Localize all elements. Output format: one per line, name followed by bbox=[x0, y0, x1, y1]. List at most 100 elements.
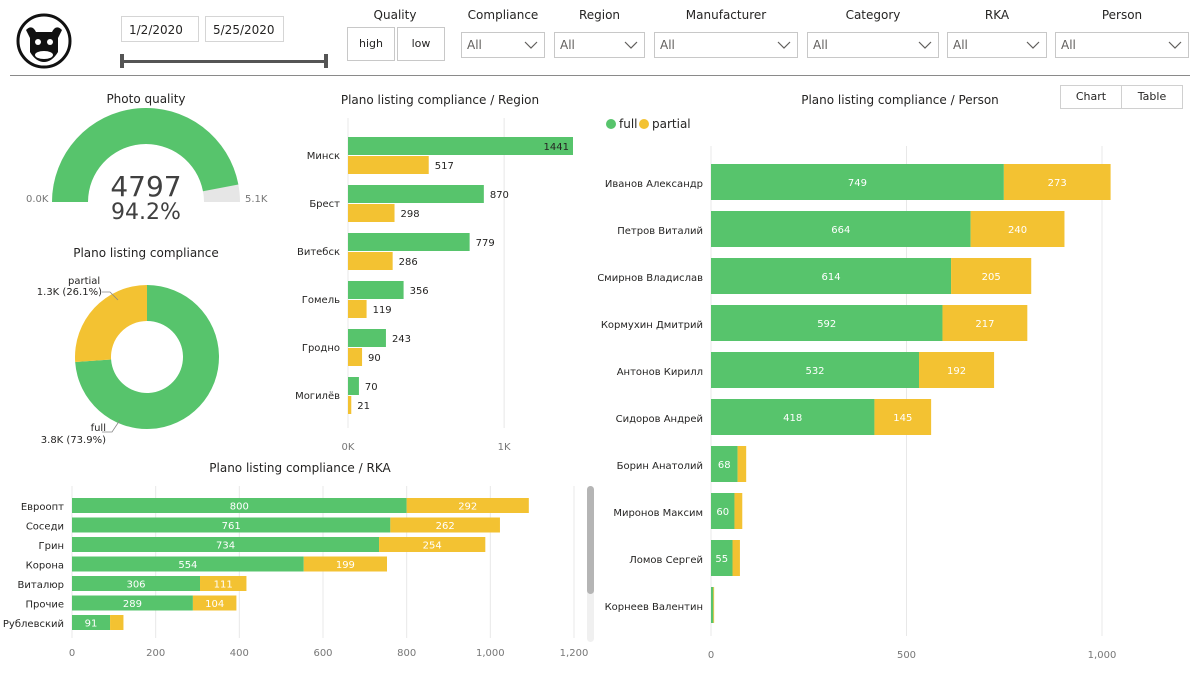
person-chart-title: Plano listing compliance / Person bbox=[801, 93, 999, 107]
manufacturer-dropdown[interactable]: All bbox=[654, 32, 798, 58]
region-chart-title: Plano listing compliance / Region bbox=[341, 93, 539, 107]
logo bbox=[16, 12, 72, 70]
chart-view-button[interactable]: Chart bbox=[1060, 85, 1122, 109]
photo-quality-gauge bbox=[52, 108, 240, 202]
person-bar-full bbox=[711, 352, 920, 388]
donut-full-name: full bbox=[90, 423, 106, 434]
rka-bar-full bbox=[72, 556, 304, 572]
region-bar-partial bbox=[348, 204, 395, 222]
person-category-label: Сидоров Андрей bbox=[616, 414, 703, 425]
person-category-label: Кормухин Дмитрий bbox=[601, 320, 703, 331]
rka-bar-partial bbox=[200, 576, 247, 591]
region-full-value-label: 870 bbox=[490, 190, 509, 201]
person-bar-partial bbox=[919, 352, 995, 388]
date-end-input[interactable]: 5/25/2020 bbox=[205, 16, 284, 42]
region-x-tick-label: 0K bbox=[342, 442, 355, 453]
date-start-input[interactable]: 1/2/2020 bbox=[121, 16, 199, 42]
rka-full-value-label: 554 bbox=[178, 560, 197, 571]
person-full-value-label: 749 bbox=[848, 178, 867, 189]
person-bar-full bbox=[711, 540, 733, 576]
rka-full-value-label: 289 bbox=[123, 599, 142, 610]
region-full-value-label: 356 bbox=[410, 286, 429, 297]
region-dropdown[interactable]: All bbox=[554, 32, 645, 58]
rka-scrollbar-thumb[interactable] bbox=[587, 486, 594, 594]
rka-category-label: Виталюр bbox=[18, 580, 64, 591]
rka-bar-partial bbox=[379, 537, 486, 552]
rka-partial-value-label: 262 bbox=[436, 521, 455, 532]
rka-scrollbar[interactable] bbox=[587, 486, 594, 642]
donut-partial-label: 1.3K (26.1%) bbox=[36, 287, 102, 298]
gauge-percent: 94.2% bbox=[111, 200, 181, 225]
region-full-value-label: 243 bbox=[392, 334, 411, 345]
region-full-value-label: 70 bbox=[365, 382, 378, 393]
header-divider bbox=[10, 75, 1190, 76]
table-view-button[interactable]: Table bbox=[1121, 85, 1183, 109]
region-bar-full bbox=[348, 185, 484, 203]
person-partial-value-label: 240 bbox=[1008, 225, 1027, 236]
rka-dropdown[interactable]: All bbox=[947, 32, 1047, 58]
person-bar-full bbox=[711, 258, 952, 294]
chevron-down-icon bbox=[777, 41, 791, 49]
person-full-value-label: 664 bbox=[831, 225, 850, 236]
person-category-label: Борин Анатолий bbox=[617, 461, 703, 472]
person-bar-partial bbox=[1003, 164, 1111, 200]
region-category-label: Могилёв bbox=[295, 391, 340, 402]
person-bar-partial bbox=[713, 587, 715, 623]
slider-end-handle[interactable] bbox=[324, 54, 328, 68]
quality-low-button[interactable]: low bbox=[397, 27, 445, 61]
rka-category-label: Прочие bbox=[25, 600, 64, 611]
person-bar-partial bbox=[737, 446, 747, 482]
rka-partial-value-label: 111 bbox=[214, 580, 233, 591]
compliance-dropdown[interactable]: All bbox=[461, 32, 545, 58]
chevron-down-icon bbox=[624, 41, 638, 49]
region-bar-partial bbox=[348, 348, 363, 366]
person-category-label: Иванов Александр bbox=[605, 179, 703, 190]
chevron-down-icon bbox=[1026, 41, 1040, 49]
rka-partial-value-label: 292 bbox=[458, 502, 477, 513]
person-x-tick-label: 0 bbox=[708, 650, 714, 661]
rka-x-tick-label: 0 bbox=[69, 648, 75, 659]
rka-full-value-label: 306 bbox=[126, 580, 145, 591]
rka-x-tick-label: 400 bbox=[230, 648, 249, 659]
person-full-value-label: 68 bbox=[718, 460, 731, 471]
slider-start-handle[interactable] bbox=[120, 54, 124, 68]
rka-category-label: Грин bbox=[39, 541, 64, 552]
region-bar-partial bbox=[348, 396, 352, 414]
person-dropdown[interactable]: All bbox=[1055, 32, 1189, 58]
rka-chart: Plano listing compliance / RKA 0 200 400 600… bbox=[3, 461, 588, 659]
person-full-value-label: 55 bbox=[715, 554, 728, 565]
person-bar-partial bbox=[732, 540, 740, 576]
person-bar-partial bbox=[942, 305, 1028, 341]
person-bar-full bbox=[711, 211, 971, 247]
manufacturer-dropdown-value: All bbox=[660, 38, 675, 52]
donut-title: Plano listing compliance bbox=[73, 246, 219, 260]
rka-category-label: Рублевский bbox=[3, 619, 64, 630]
region-x-tick-label: 1K bbox=[498, 442, 511, 453]
region-full-value-label: 779 bbox=[476, 238, 495, 249]
region-partial-value-label: 298 bbox=[401, 209, 420, 220]
category-dropdown-value: All bbox=[813, 38, 828, 52]
person-bar-full bbox=[711, 587, 714, 623]
rka-slicer-title: RKA bbox=[984, 8, 1010, 22]
rka-bar-full bbox=[72, 498, 407, 513]
region-slicer-title: Region bbox=[578, 8, 621, 22]
person-category-label: Антонов Кирилл bbox=[617, 367, 703, 378]
region-bar-partial bbox=[348, 252, 393, 270]
quality-high-button[interactable]: high bbox=[347, 27, 395, 61]
region-partial-value-label: 286 bbox=[399, 257, 418, 268]
region-partial-value-label: 21 bbox=[357, 401, 370, 412]
person-full-value-label: 614 bbox=[821, 272, 840, 283]
donut-partial-name: partial bbox=[68, 276, 101, 287]
donut-slice-partial bbox=[75, 285, 147, 362]
rka-full-value-label: 734 bbox=[216, 541, 235, 552]
rka-partial-value-label: 104 bbox=[205, 599, 224, 610]
rka-category-label: Соседи bbox=[26, 522, 64, 533]
category-dropdown[interactable]: All bbox=[807, 32, 939, 58]
date-range-slider[interactable] bbox=[120, 54, 330, 68]
person-chart: Plano listing compliance / Person full par… bbox=[598, 93, 1116, 661]
manufacturer-slicer-title: Manufacturer bbox=[685, 8, 767, 22]
person-x-tick-label: 500 bbox=[897, 650, 916, 661]
region-bar-partial bbox=[348, 300, 367, 318]
rka-category-label: Евроопт bbox=[21, 502, 64, 513]
gauge-value: 4797 bbox=[110, 170, 182, 203]
